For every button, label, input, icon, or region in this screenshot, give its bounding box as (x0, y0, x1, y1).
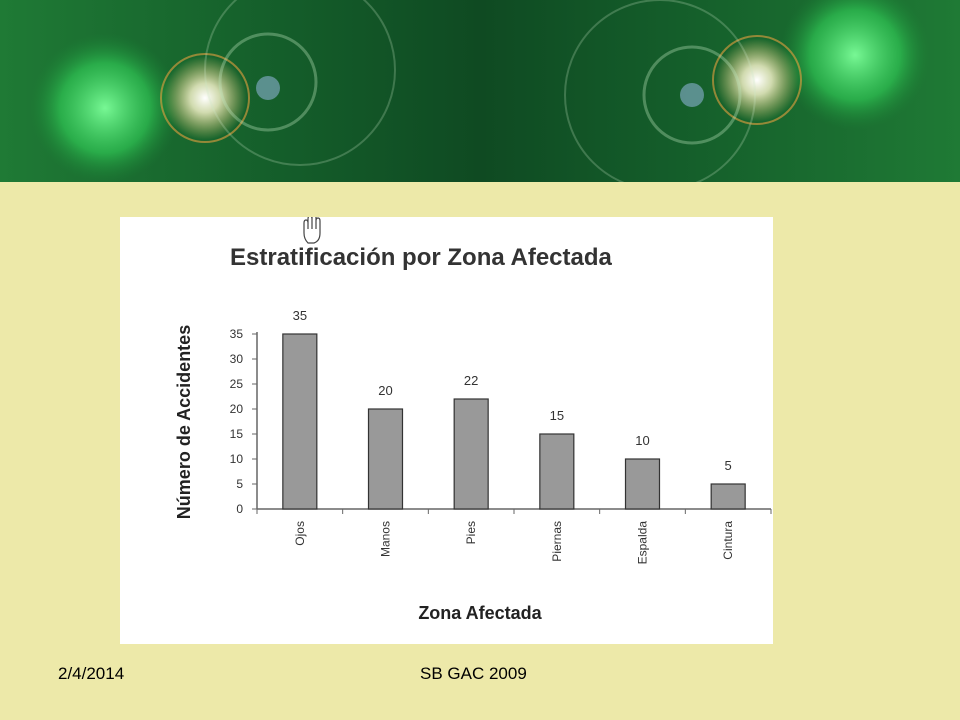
x-tick-label: Ojos (293, 521, 307, 546)
y-tick-label: 30 (230, 352, 244, 366)
y-tick-label: 20 (230, 402, 244, 416)
footer-center-text: SB GAC 2009 (420, 664, 527, 683)
header-banner (0, 0, 960, 182)
data-label: 22 (464, 373, 478, 388)
bar-chart: Estratificación por Zona Afectada Número… (174, 217, 772, 623)
footer-date: 2/4/2014 (58, 664, 125, 683)
data-label: 10 (635, 433, 649, 448)
y-tick-label: 10 (230, 452, 244, 466)
bar (624, 458, 661, 510)
data-label: 20 (378, 383, 392, 398)
data-label: 5 (725, 458, 732, 473)
bars: 35 Ojos 20 Manos 22 Pies 15 Piernas 10 Espalda 5 Ci… (282, 308, 746, 565)
x-tick-label: Manos (379, 521, 393, 557)
x-tick-label: Espalda (636, 521, 650, 565)
y-tick-label: 35 (230, 327, 244, 341)
y-tick-label: 15 (230, 427, 244, 441)
y-tick-label: 25 (230, 377, 244, 391)
x-tick-label: Piernas (550, 521, 564, 562)
hand-pointer-icon (303, 217, 321, 244)
y-axis-label: Número de Accidentes (174, 325, 194, 519)
x-tick-label: Cintura (721, 521, 735, 560)
bar (367, 408, 404, 510)
data-label: 15 (550, 408, 564, 423)
bar (710, 483, 746, 510)
x-tick-label: Pies (464, 521, 478, 544)
bar (282, 333, 318, 510)
y-tick-label: 0 (236, 502, 243, 516)
axes: 0 5 10 15 20 25 30 35 (230, 327, 772, 516)
data-label: 35 (293, 308, 307, 323)
bar (453, 398, 489, 510)
x-axis-label: Zona Afectada (418, 603, 542, 623)
bar (539, 433, 575, 510)
y-tick-label: 5 (236, 477, 243, 491)
chart-card: Estratificación por Zona Afectada Número… (120, 217, 773, 644)
chart-title: Estratificación por Zona Afectada (230, 244, 613, 271)
banner-glow-graphic (30, 0, 930, 182)
